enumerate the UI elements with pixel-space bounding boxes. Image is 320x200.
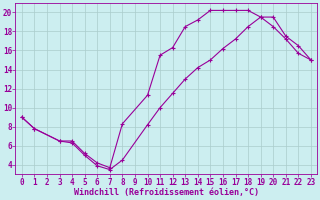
X-axis label: Windchill (Refroidissement éolien,°C): Windchill (Refroidissement éolien,°C) xyxy=(74,188,259,197)
